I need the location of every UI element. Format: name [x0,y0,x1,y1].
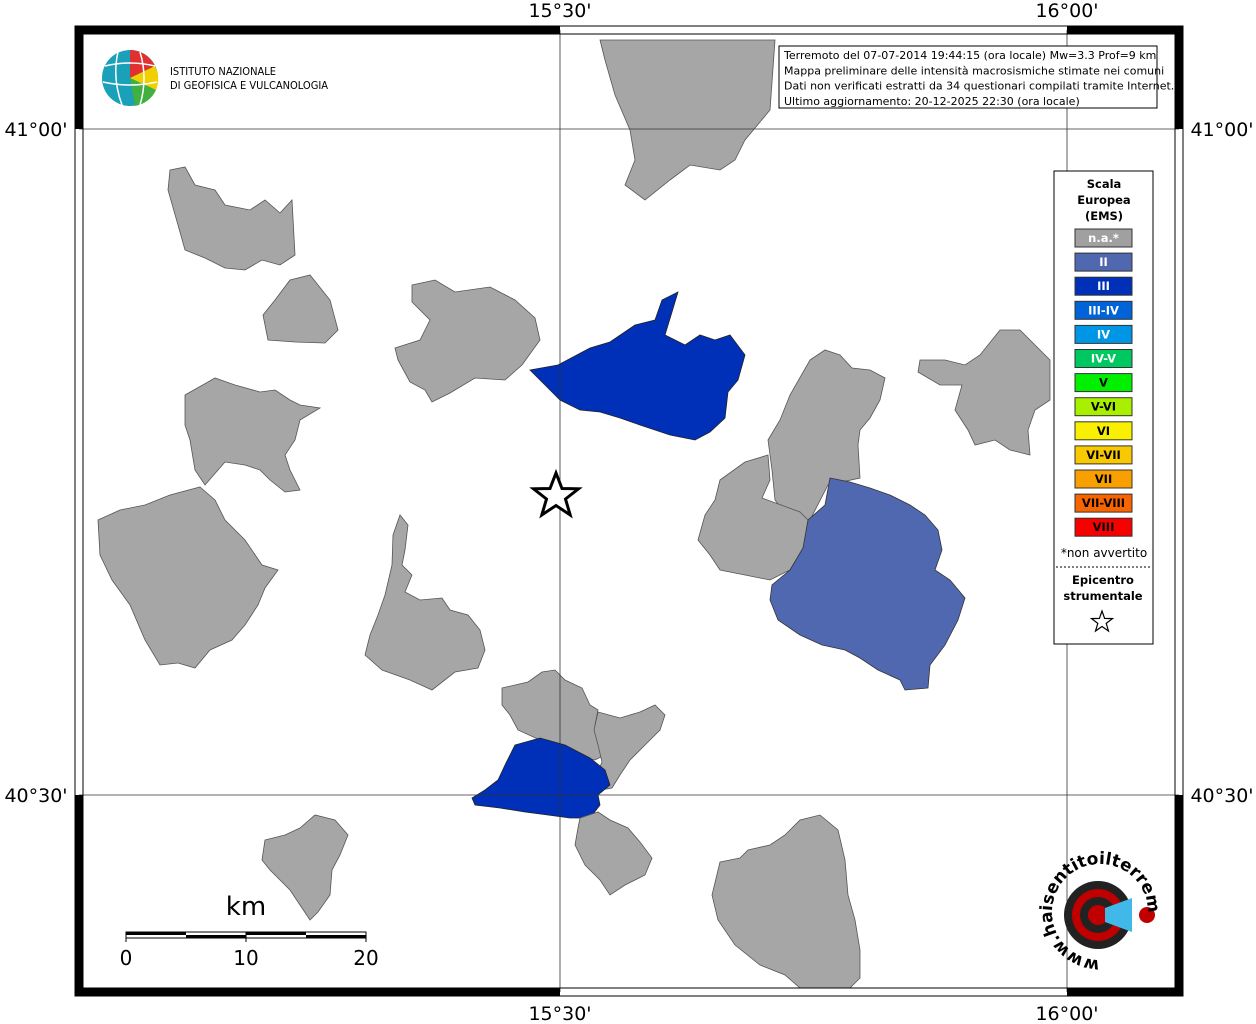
legend: ScalaEuropea(EMS)n.a.*IIIIIIII-IVIVIV-VV… [1061,177,1147,603]
legend-swatch [1074,493,1133,513]
legend-title: Europea [1077,193,1130,207]
legend-label: V [1099,376,1108,390]
municipalities [97,39,1051,989]
legend-swatch [1074,397,1133,417]
municipality [574,811,653,896]
municipality [364,514,486,691]
legend-note: *non avvertito [1061,546,1147,560]
legend-epicenter-symbol [1089,609,1115,633]
municipality [184,377,322,493]
lon-label: 16°00' [1035,0,1098,22]
ingv-logo: ISTITUTO NAZIONALE DI GEOFISICA E VULCAN… [102,50,328,106]
legend-swatch [1074,349,1133,368]
lat-label: 40°30' [4,785,67,807]
info-line: Dati non verificati estratti da 34 quest… [784,80,1174,93]
frame [74,25,1184,997]
legend-title: Scala [1087,177,1122,191]
legend-swatch [1074,421,1133,441]
legend-label: III-IV [1088,303,1119,317]
municipality [529,291,746,441]
legend-label: V-VI [1091,400,1116,414]
legend-label: VIII [1093,520,1115,534]
scale-label: 10 [233,946,258,970]
municipality [767,349,886,521]
municipality [711,814,861,989]
logo-text: ISTITUTO NAZIONALE [170,65,276,78]
municipality [97,486,279,669]
legend-label: VI [1097,424,1110,438]
legend-label: III [1097,279,1110,293]
legend-swatch [1074,445,1133,465]
lon-label: 15°30' [528,1003,591,1024]
legend-epicenter-title: strumentale [1063,589,1142,603]
legend-swatch [1074,469,1133,489]
legend-title: (EMS) [1085,209,1123,223]
lat-label: 40°30' [1190,785,1253,807]
epicenter [529,468,583,519]
legend-swatch [1074,228,1133,248]
municipality [593,704,666,791]
lat-label: 41°00' [4,119,67,141]
info-box [778,45,1158,109]
info-line: Terremoto del 07-07-2014 19:44:15 (ora l… [783,49,1156,62]
info-line: Mappa preliminare delle intensità macros… [784,64,1164,77]
legend-swatch [1074,252,1133,272]
municipality [769,477,966,691]
legend-swatch [1074,517,1133,537]
scale-label: 0 [120,946,133,970]
municipality [917,329,1051,456]
lon-label: 15°30' [528,0,591,22]
municipality [262,274,339,344]
lat-label: 41°00' [1190,119,1253,141]
scale-unit: km [226,892,266,922]
municipality [167,166,296,271]
info-lines: Terremoto del 07-07-2014 19:44:15 (ora l… [783,49,1174,108]
legend-label: n.a.* [1088,231,1119,245]
municipality [471,737,611,819]
legend-label: IV [1097,327,1110,341]
municipality [394,279,541,403]
legend-swatch [1074,300,1133,320]
legend-label: VII-VIII [1082,496,1125,510]
logo-text: DI GEOFISICA E VULCANOLOGIA [170,79,328,92]
legend-label: IV-V [1091,352,1116,366]
municipality [599,39,776,201]
scale-bar [125,931,367,942]
municipality [261,814,349,921]
legend-swatch [1074,324,1133,344]
legend-swatch [1074,373,1133,393]
lon-label: 16°00' [1035,1003,1098,1024]
scale-label: 20 [353,946,378,970]
legend-label: VI-VII [1086,448,1121,462]
legend-swatch [1074,276,1133,296]
legend-label: II [1099,255,1108,269]
info-line: Ultimo aggiornamento: 20-12-2025 22:30 (… [784,95,1080,108]
legend-label: VII [1095,472,1112,486]
legend-epicenter-title: Epicentro [1072,573,1134,587]
